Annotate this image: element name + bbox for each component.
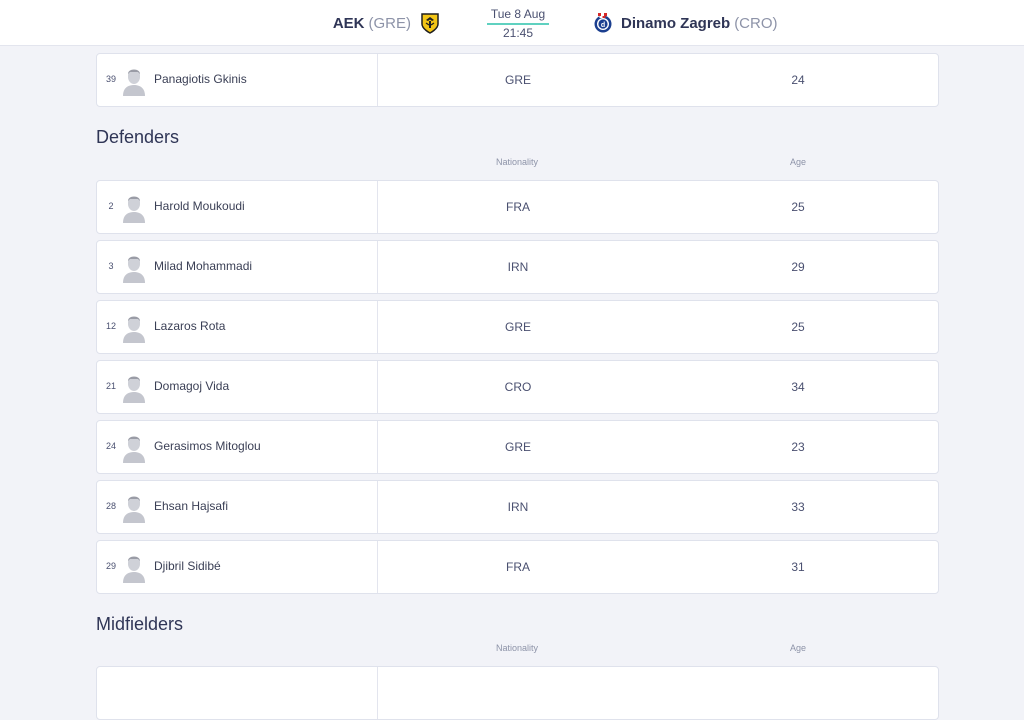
player-nationality: FRA: [506, 200, 530, 214]
player-number: 39: [105, 74, 116, 84]
player-avatar-icon: [123, 496, 145, 523]
player-number: 21: [105, 381, 116, 391]
player-row[interactable]: 2 Harold Moukoudi FRA 25: [96, 180, 939, 234]
match-time-info: Tue 8 Aug 21:45: [484, 7, 552, 40]
player-name[interactable]: Djibril Sidibé: [154, 559, 221, 573]
player-number: 28: [105, 501, 116, 511]
player-age: 23: [791, 440, 805, 454]
dinamo-zagreb-crest-icon: d: [594, 13, 612, 33]
aek-crest-icon: [421, 13, 439, 34]
svg-text:d: d: [601, 22, 605, 29]
player-row[interactable]: 21 Domagoj Vida CRO 34: [96, 360, 939, 414]
row-divider: [377, 481, 378, 533]
section-title-defenders: Defenders: [96, 127, 180, 147]
row-divider: [377, 541, 378, 593]
player-nationality: FRA: [506, 560, 530, 574]
player-row[interactable]: 12 Lazaros Rota GRE 25: [96, 300, 939, 354]
player-age: 33: [791, 500, 805, 514]
player-nationality: GRE: [504, 320, 531, 334]
player-nationality: IRN: [507, 500, 529, 514]
away-team-country: (CRO): [734, 14, 778, 32]
player-nationality: CRO: [504, 380, 532, 394]
player-avatar-icon: [123, 69, 145, 96]
row-divider: [377, 181, 378, 233]
age-column-header: Age: [789, 157, 806, 167]
row-divider: [377, 301, 378, 353]
player-name[interactable]: Gerasimos Mitoglou: [154, 439, 261, 453]
player-name[interactable]: Ehsan Hajsafi: [154, 499, 229, 513]
player-age: 34: [791, 380, 805, 394]
match-date: Tue 8 Aug: [490, 7, 546, 21]
player-name[interactable]: Harold Moukoudi: [154, 199, 245, 213]
player-age: 31: [791, 560, 805, 574]
player-row[interactable]: 39 Panagiotis Gkinis GRE 24: [96, 53, 939, 107]
match-time: 21:45: [502, 26, 534, 40]
row-divider: [377, 421, 378, 473]
player-avatar-icon: [123, 316, 145, 343]
player-number: 3: [108, 261, 114, 271]
player-name[interactable]: Milad Mohammadi: [154, 259, 253, 273]
player-age: 29: [791, 260, 805, 274]
player-row[interactable]: 28 Ehsan Hajsafi IRN 33: [96, 480, 939, 534]
row-divider: [377, 54, 378, 106]
player-nationality: GRE: [504, 440, 531, 454]
player-avatar-icon: [123, 196, 145, 223]
player-avatar-icon: [123, 436, 145, 463]
home-team[interactable]: AEK (GRE): [333, 12, 440, 34]
home-team-country: (GRE): [368, 14, 412, 32]
home-team-name: AEK: [332, 14, 365, 32]
row-divider: [377, 361, 378, 413]
away-team[interactable]: d Dinamo Zagreb (CRO): [593, 12, 778, 34]
match-date-underline: [487, 23, 549, 25]
player-row[interactable]: 3 Milad Mohammadi IRN 29: [96, 240, 939, 294]
player-nationality: GRE: [504, 73, 531, 87]
player-name[interactable]: Panagiotis Gkinis: [154, 72, 247, 86]
player-age: 25: [791, 320, 805, 334]
player-row[interactable]: 24 Gerasimos Mitoglou GRE 23: [96, 420, 939, 474]
row-divider: [377, 241, 378, 293]
player-name[interactable]: Domagoj Vida: [154, 379, 230, 393]
age-column-header: Age: [789, 643, 806, 653]
nationality-column-header: Nationality: [495, 157, 539, 167]
player-nationality: IRN: [507, 260, 529, 274]
section-title-midfielders: Midfielders: [96, 614, 184, 634]
match-header: AEK (GRE) Tue 8 Aug 21:45 d Dinamo Zagre…: [0, 0, 1024, 46]
player-age: 24: [791, 73, 805, 87]
player-age: 25: [791, 200, 805, 214]
away-team-name: Dinamo Zagreb: [621, 14, 731, 32]
player-avatar-icon: [123, 376, 145, 403]
player-avatar-icon: [123, 256, 145, 283]
player-number: 2: [108, 201, 114, 211]
player-avatar-icon: [123, 556, 145, 583]
player-row[interactable]: [96, 666, 939, 720]
player-number: 12: [105, 321, 116, 331]
player-name[interactable]: Lazaros Rota: [154, 319, 226, 333]
nationality-column-header: Nationality: [495, 643, 539, 653]
player-row[interactable]: 29 Djibril Sidibé FRA 31: [96, 540, 939, 594]
player-number: 29: [105, 561, 116, 571]
player-number: 24: [105, 441, 116, 451]
